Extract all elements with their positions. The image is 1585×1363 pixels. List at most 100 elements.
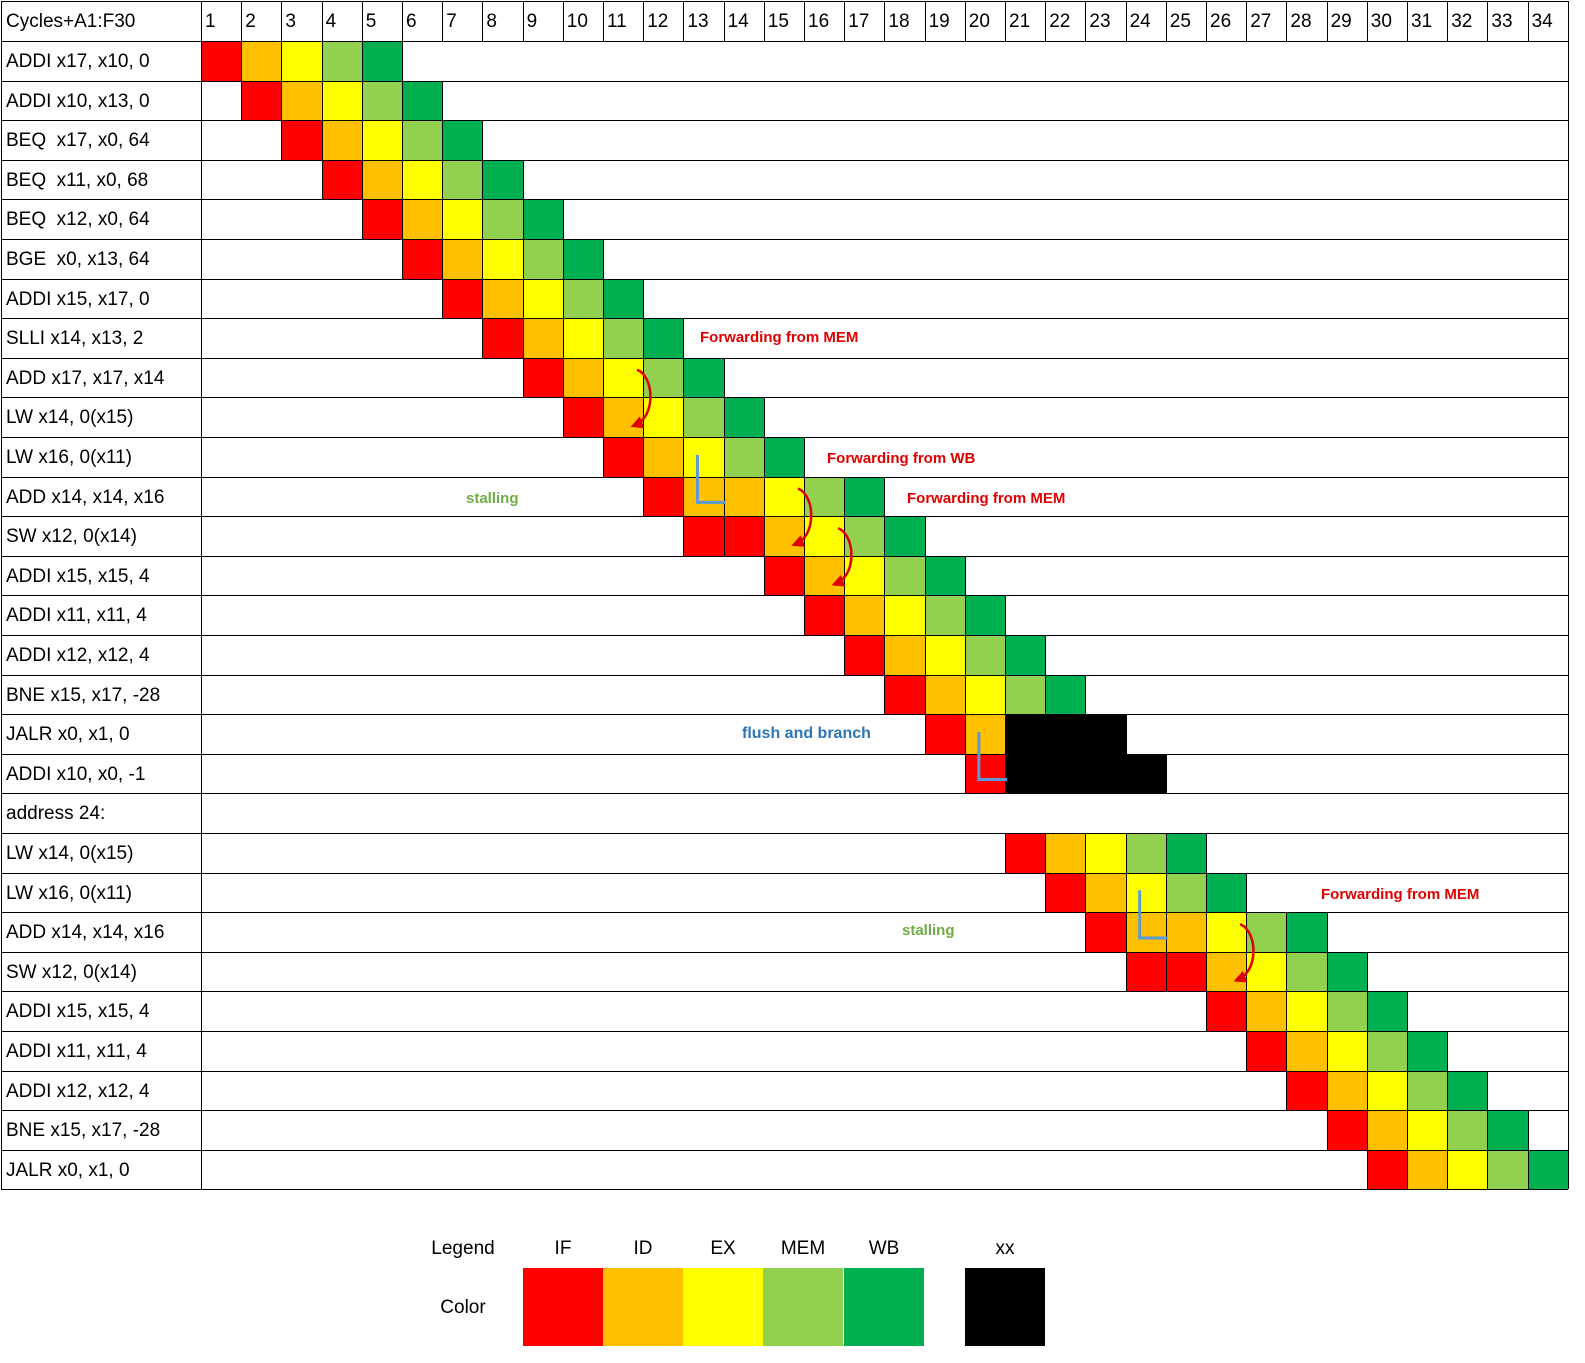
grid-line — [964, 1, 966, 41]
grid-line — [1366, 951, 1368, 992]
stage-cell-xx — [1085, 753, 1126, 794]
grid-line — [562, 357, 564, 398]
grid-line — [1326, 991, 1328, 1031]
grid-line — [1, 357, 1568, 359]
grid-line — [1005, 595, 1006, 635]
stage-cell-xx — [1125, 753, 1166, 794]
grid-line — [1286, 912, 1288, 952]
grid-line — [1085, 714, 1087, 754]
stage-cell-id — [1085, 872, 1126, 913]
cycle-header: 21 — [1009, 11, 1031, 32]
grid-line — [522, 318, 524, 358]
grid-line — [1, 1031, 1568, 1032]
stage-cell-xx — [1005, 753, 1046, 794]
grid-line — [482, 199, 484, 239]
grid-line — [1085, 912, 1087, 952]
grid-line — [1286, 1070, 1288, 1111]
grid-line — [1447, 1031, 1449, 1071]
stage-cell-if — [1165, 951, 1206, 992]
grid-line — [482, 278, 484, 319]
stage-cell-wb — [844, 476, 885, 517]
grid-line — [1, 1110, 1568, 1112]
cycle-header: 33 — [1491, 11, 1513, 32]
stage-cell-if — [804, 595, 845, 635]
grid-line — [1, 714, 1568, 716]
grid-line — [844, 1, 846, 41]
stage-cell-id — [1326, 1070, 1367, 1111]
stage-cell-if — [281, 120, 322, 160]
cycle-header: 32 — [1451, 11, 1473, 32]
grid-line — [763, 476, 765, 517]
grid-line — [763, 1, 765, 41]
stage-cell-wb — [1286, 912, 1327, 952]
instruction-label: LW x16, 0(x11) — [6, 447, 133, 468]
grid-line — [603, 1, 604, 41]
stage-cell-if — [1246, 1031, 1287, 1071]
grid-line — [1366, 991, 1368, 1031]
grid-line — [763, 397, 765, 437]
stage-cell-mem — [522, 239, 563, 279]
grid-line — [1447, 1149, 1449, 1190]
grid-line — [1165, 753, 1167, 794]
instruction-label: LW x16, 0(x11) — [6, 882, 133, 904]
grid-line — [723, 1, 725, 41]
stage-cell-id — [1407, 1149, 1448, 1190]
grid-line — [402, 159, 403, 200]
annotation-forwarding-from-mem-2: Forwarding from MEM — [907, 490, 1066, 507]
instruction-label: ADDI x15, x15, 4 — [6, 1001, 150, 1023]
grid-line — [1, 239, 1568, 240]
instruction-label: BNE x15, x17, -28 — [6, 684, 161, 706]
legend-swatch-wb — [844, 1268, 924, 1346]
grid-line — [1527, 1110, 1529, 1150]
stage-cell-ex — [804, 516, 845, 556]
instruction-label: JALR x0, x1, 0 — [6, 1159, 130, 1181]
grid-line — [1165, 912, 1167, 952]
grid-line — [1, 1149, 1568, 1151]
stage-cell-mem — [1286, 951, 1327, 992]
grid-line — [1, 516, 1568, 518]
grid-line — [1, 833, 1568, 834]
grid-line — [482, 239, 484, 279]
instruction-label: ADD x17, x17, x14 — [6, 367, 165, 389]
stage-cell-if — [1125, 951, 1166, 992]
grid-line — [201, 1, 202, 1190]
cycle-header: 18 — [888, 11, 910, 32]
grid-line — [1527, 1149, 1529, 1190]
grid-line — [1, 278, 1568, 280]
cycle-header: 15 — [767, 11, 789, 32]
grid-line — [522, 199, 524, 239]
instruction-label: JALR x0, x1, 0 — [6, 724, 130, 746]
grid-line — [844, 595, 846, 635]
stage-cell-if — [1206, 991, 1247, 1031]
grid-line — [884, 476, 886, 517]
grid-line — [1125, 912, 1127, 952]
stage-cell-ex — [1286, 991, 1327, 1031]
stage-cell-mem — [402, 120, 443, 160]
grid-line — [1005, 1, 1006, 41]
grid-line — [1085, 1, 1087, 41]
instruction-label: ADDI x11, x11, 4 — [6, 605, 147, 627]
grid-line — [924, 714, 926, 754]
grid-line — [1447, 1, 1449, 41]
stage-cell-mem — [723, 437, 764, 477]
stage-cell-id — [1286, 1031, 1327, 1071]
grid-line — [1005, 714, 1006, 754]
cycle-header: 29 — [1330, 11, 1352, 32]
stage-cell-if — [643, 476, 684, 517]
stage-cell-ex — [964, 674, 1005, 715]
cycle-header: 12 — [647, 11, 669, 32]
grid-line — [964, 555, 966, 596]
instruction-label: ADD x14, x14, x16 — [6, 486, 165, 508]
grid-line — [1487, 1070, 1489, 1111]
stage-cell-id — [844, 595, 885, 635]
cycle-header: 4 — [325, 11, 337, 32]
cycle-header: 22 — [1049, 11, 1071, 32]
grid-line — [1246, 991, 1248, 1031]
cycle-header: 23 — [1089, 11, 1111, 32]
grid-line — [1125, 951, 1127, 992]
grid-line — [1487, 1, 1489, 41]
cycle-header: 2 — [245, 11, 256, 32]
stage-cell-xx — [1005, 714, 1046, 754]
stage-cell-ex — [643, 397, 684, 437]
stage-cell-if — [241, 80, 282, 121]
